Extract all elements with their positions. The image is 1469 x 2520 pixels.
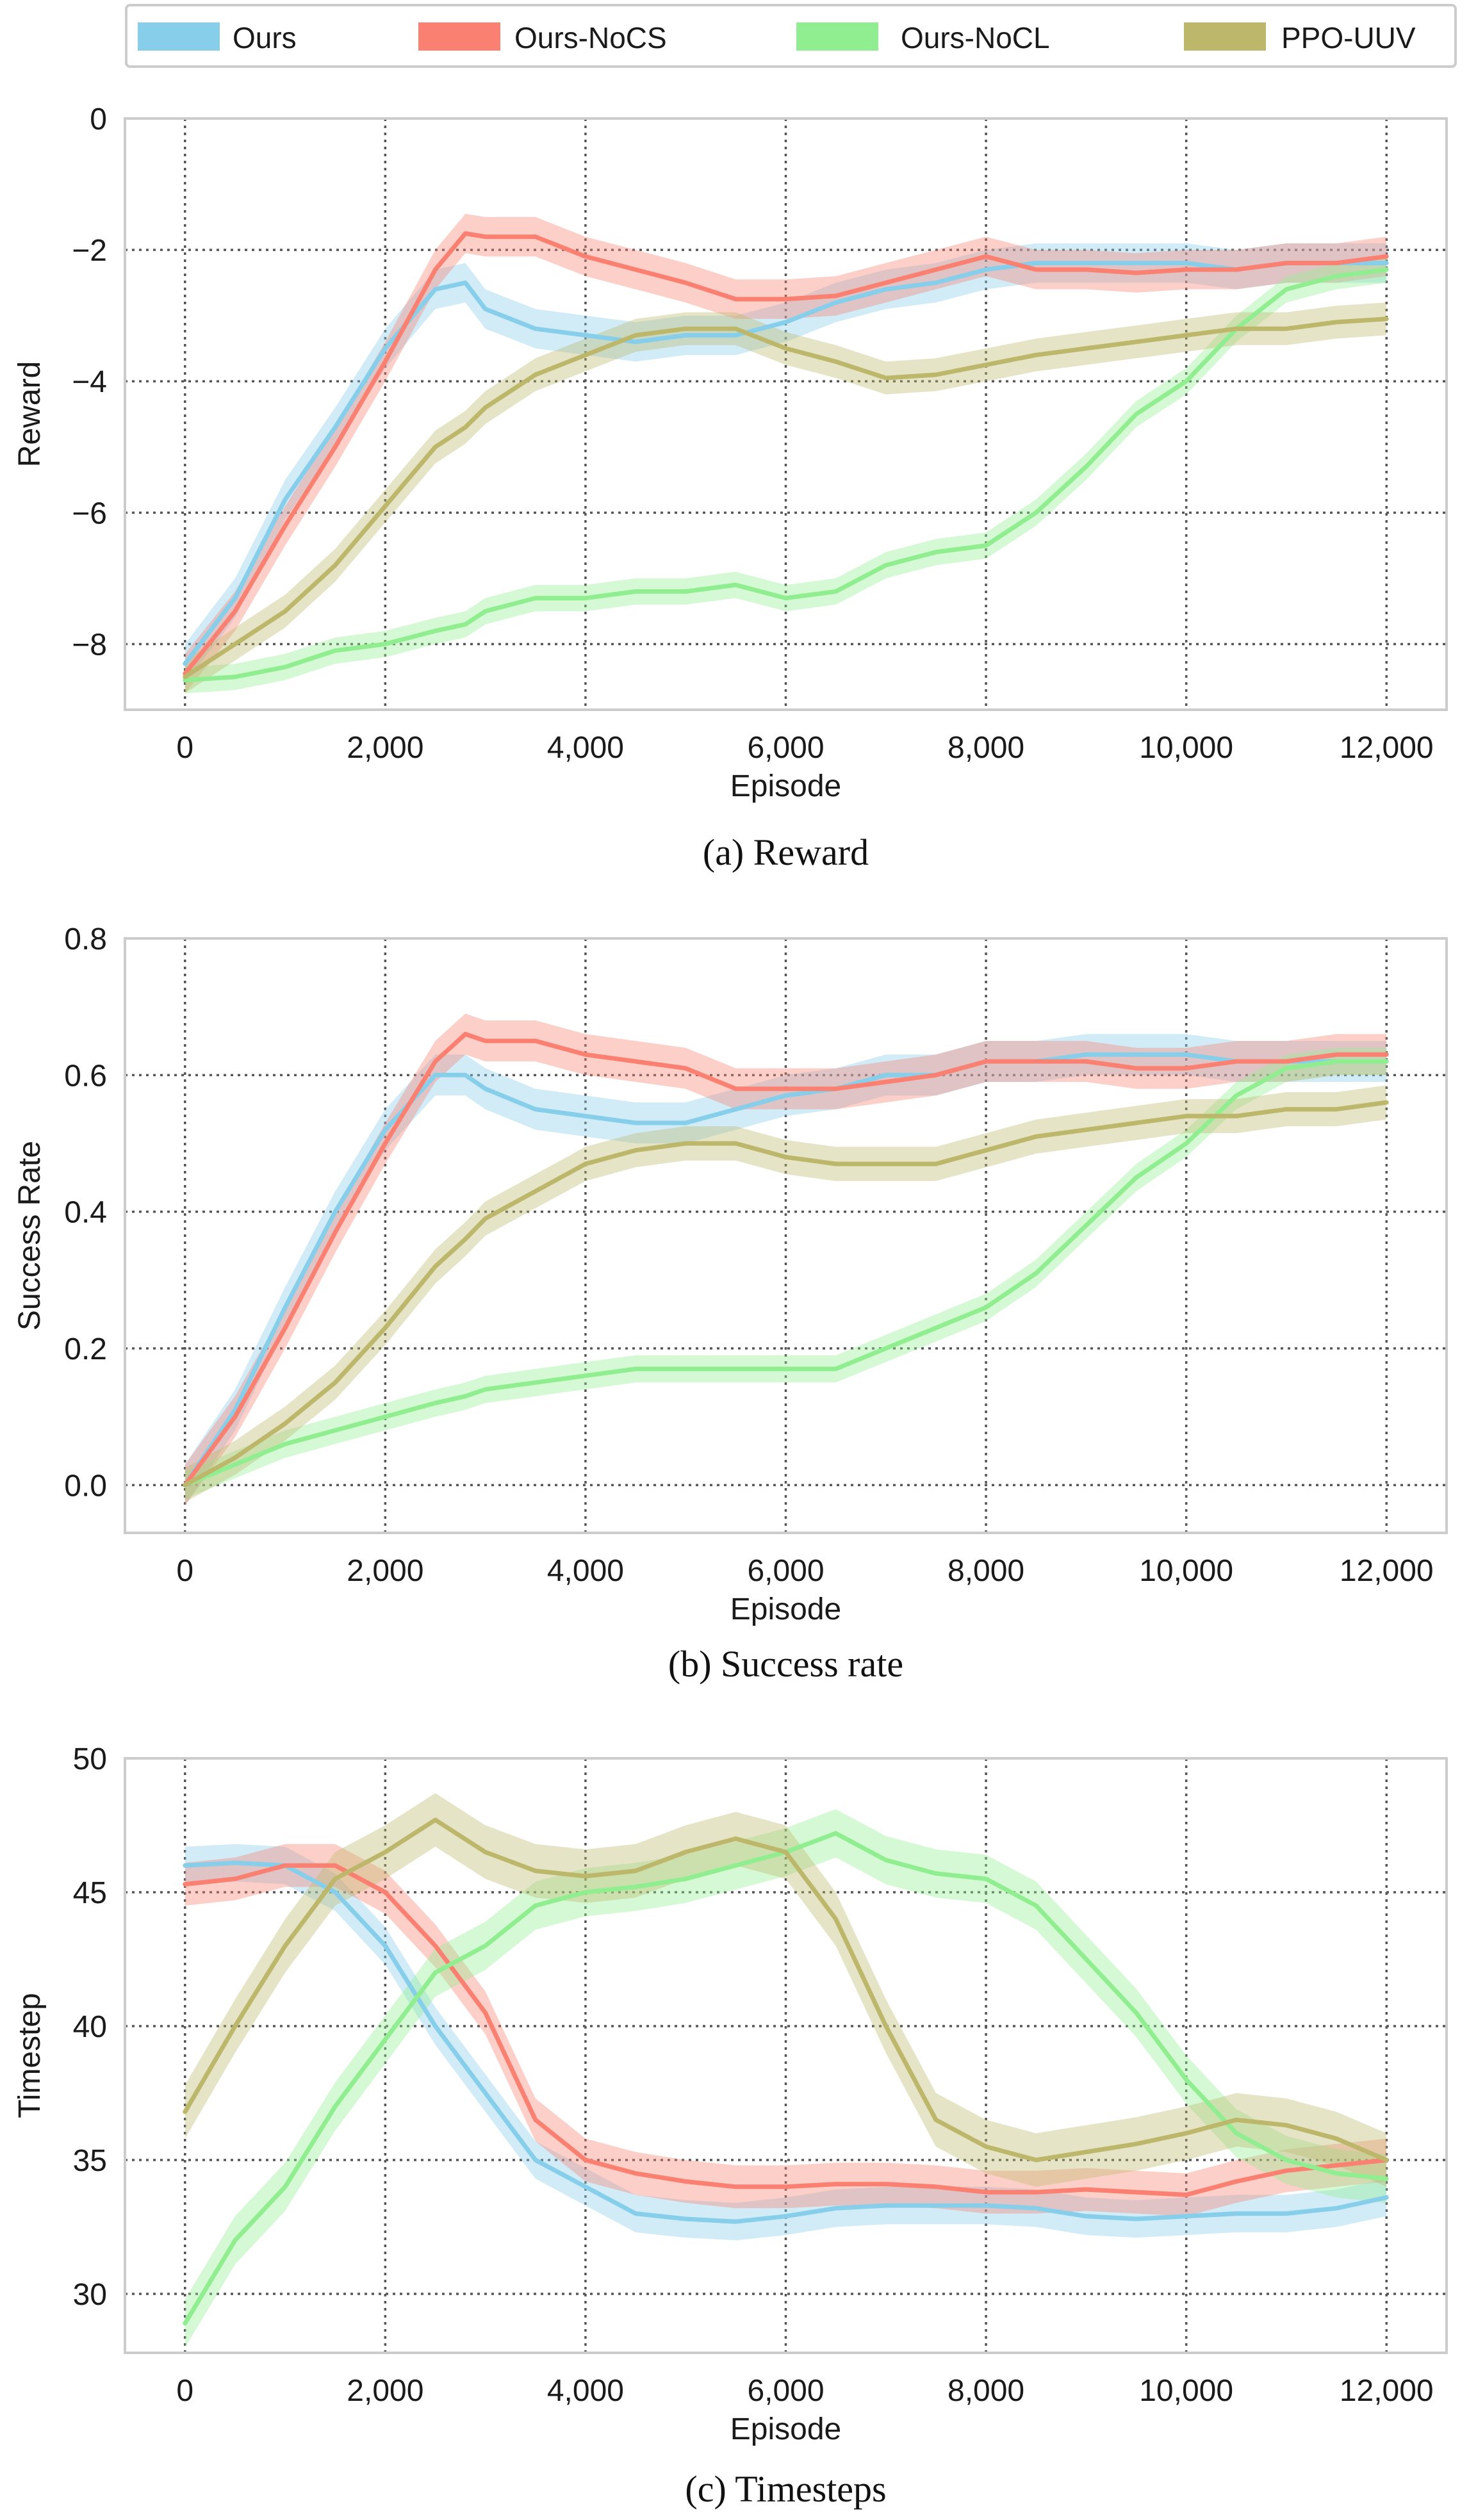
x-axis-label-reward: Episode [730, 769, 841, 803]
x-tick-label-reward: 0 [176, 731, 193, 765]
y-tick-label-timestep: 30 [73, 2278, 107, 2312]
y-tick-label-timestep: 50 [73, 1742, 107, 1776]
y-tick-label-success-rate: 0.0 [64, 1469, 107, 1503]
x-axis-label-timesteps: Episode [730, 2412, 841, 2446]
legend-label-ours: Ours [233, 21, 297, 54]
chart-panel-success-rate: 0 2,000 4,000 6,000 8,000 10,000 12,000 0.0 0.2 0… [13, 922, 1448, 1685]
legend-swatch-ppo-uuv [1184, 22, 1266, 51]
legend-swatch-ours [138, 22, 220, 51]
ticks-reward: 0 2,000 4,000 6,000 8,000 10,000 12,000 0 −2 −4 −6… [72, 102, 1433, 765]
x-tick-label-reward: 12,000 [1340, 731, 1434, 765]
legend-frame [125, 4, 1457, 68]
lines-reward [183, 231, 1389, 683]
legend-label-ours-nocl: Ours-NoCL [901, 21, 1050, 54]
series-line-ppo-uuv-success-rate [183, 1100, 1389, 1487]
y-tick-label-timestep: 40 [73, 2010, 107, 2044]
series-line-ours-success-rate [183, 1052, 1389, 1487]
caption-success-rate: (b) Success rate [668, 1643, 903, 1685]
band-ours-nocl-success-rate [185, 1047, 1387, 1499]
series-line-ppo-uuv-reward [183, 316, 1389, 680]
y-tick-label-success-rate: 0.6 [64, 1059, 107, 1093]
band-ours-timestep [185, 1844, 1387, 2241]
x-tick-label-reward: 6,000 [747, 731, 824, 765]
x-tick-label-timestep: 4,000 [547, 2374, 624, 2408]
y-tick-label-success-rate: 0.2 [64, 1332, 107, 1366]
y-tick-label-timestep: 45 [73, 1876, 107, 1910]
x-tick-label-success-rate: 12,000 [1340, 1554, 1434, 1588]
y-tick-label-timestep: 35 [73, 2144, 107, 2178]
series-line-ppo-uuv-timestep [183, 1817, 1389, 2163]
plot-frame-reward [124, 117, 1448, 711]
y-tick-label-reward: −4 [72, 365, 107, 399]
x-tick-label-success-rate: 0 [176, 1554, 193, 1588]
band-ours-nocs-timestep [185, 1844, 1387, 2216]
legend-label-ppo-uuv: PPO-UUV [1281, 21, 1416, 54]
band-ours-nocs-reward [185, 213, 1387, 694]
series-line-ours-nocl-success-rate [183, 1059, 1389, 1487]
y-axis-label-reward: Reward [13, 361, 47, 467]
series-line-ours-timestep [183, 1860, 1389, 2224]
x-tick-label-timestep: 0 [176, 2374, 193, 2408]
x-tick-label-reward: 8,000 [948, 731, 1024, 765]
series-line-ours-reward [183, 261, 1389, 666]
x-tick-label-success-rate: 4,000 [547, 1554, 624, 1588]
x-tick-label-success-rate: 8,000 [948, 1554, 1024, 1588]
legend-label-ours-nocs: Ours-NoCS [514, 21, 667, 54]
ticks-success-rate: 0 2,000 4,000 6,000 8,000 10,000 12,000 0.0 0.2 0… [64, 922, 1433, 1588]
band-ppo-uuv-success-rate [185, 1085, 1387, 1502]
x-tick-label-success-rate: 2,000 [347, 1554, 423, 1588]
band-ours-reward [185, 243, 1387, 683]
y-tick-label-reward: −6 [72, 496, 107, 530]
x-tick-label-success-rate: 6,000 [747, 1554, 824, 1588]
lines-timesteps [183, 1817, 1389, 2326]
x-tick-label-reward: 10,000 [1139, 731, 1233, 765]
y-axis-label-success-rate: Success Rate [13, 1141, 47, 1330]
y-tick-label-success-rate: 0.8 [64, 922, 107, 956]
lines-success-rate [183, 1031, 1389, 1487]
x-tick-label-success-rate: 10,000 [1139, 1554, 1233, 1588]
x-tick-label-timestep: 12,000 [1340, 2374, 1434, 2408]
x-tick-label-timestep: 2,000 [347, 2374, 423, 2408]
series-line-ours-nocs-success-rate [183, 1031, 1389, 1487]
x-tick-label-timestep: 10,000 [1139, 2374, 1233, 2408]
x-tick-label-timestep: 6,000 [747, 2374, 824, 2408]
series-line-ours-nocl-reward [183, 267, 1389, 683]
y-tick-label-reward: 0 [90, 102, 107, 136]
x-tick-label-reward: 2,000 [347, 731, 423, 765]
x-tick-label-reward: 4,000 [547, 731, 624, 765]
y-tick-label-success-rate: 0.4 [64, 1196, 107, 1230]
ticks-timesteps: 0 2,000 4,000 6,000 8,000 10,000 12,000 30 35 40 4… [73, 1742, 1434, 2408]
series-line-ours-nocs-reward [183, 231, 1389, 676]
plot-frame-timesteps [124, 1757, 1448, 2354]
legend-swatch-ours-nocl [796, 22, 878, 51]
bands-reward [185, 213, 1387, 694]
caption-timesteps: (c) Timesteps [685, 2468, 886, 2510]
y-tick-label-reward: −8 [72, 628, 107, 662]
band-ours-nocl-reward [185, 256, 1387, 694]
plot-frame-success-rate [124, 937, 1448, 1534]
chart-panel-timesteps: 0 2,000 4,000 6,000 8,000 10,000 12,000 30 35 40 4… [13, 1742, 1448, 2510]
chart-panel-reward: 0 2,000 4,000 6,000 8,000 10,000 12,000 0 −2 −4 −6… [13, 102, 1448, 873]
y-axis-label-timesteps: Timestep [13, 1993, 47, 2118]
legend: Ours Ours-NoCS Ours-NoCL PPO-UUV [125, 4, 1457, 68]
legend-swatch-ours-nocs [418, 22, 500, 51]
x-tick-label-timestep: 8,000 [948, 2374, 1024, 2408]
band-ppo-uuv-reward [185, 302, 1387, 694]
caption-reward: (a) Reward [703, 831, 869, 873]
y-tick-label-reward: −2 [72, 234, 107, 268]
series-line-ours-nocs-timestep [183, 1863, 1389, 2197]
x-axis-label-success-rate: Episode [730, 1592, 841, 1626]
